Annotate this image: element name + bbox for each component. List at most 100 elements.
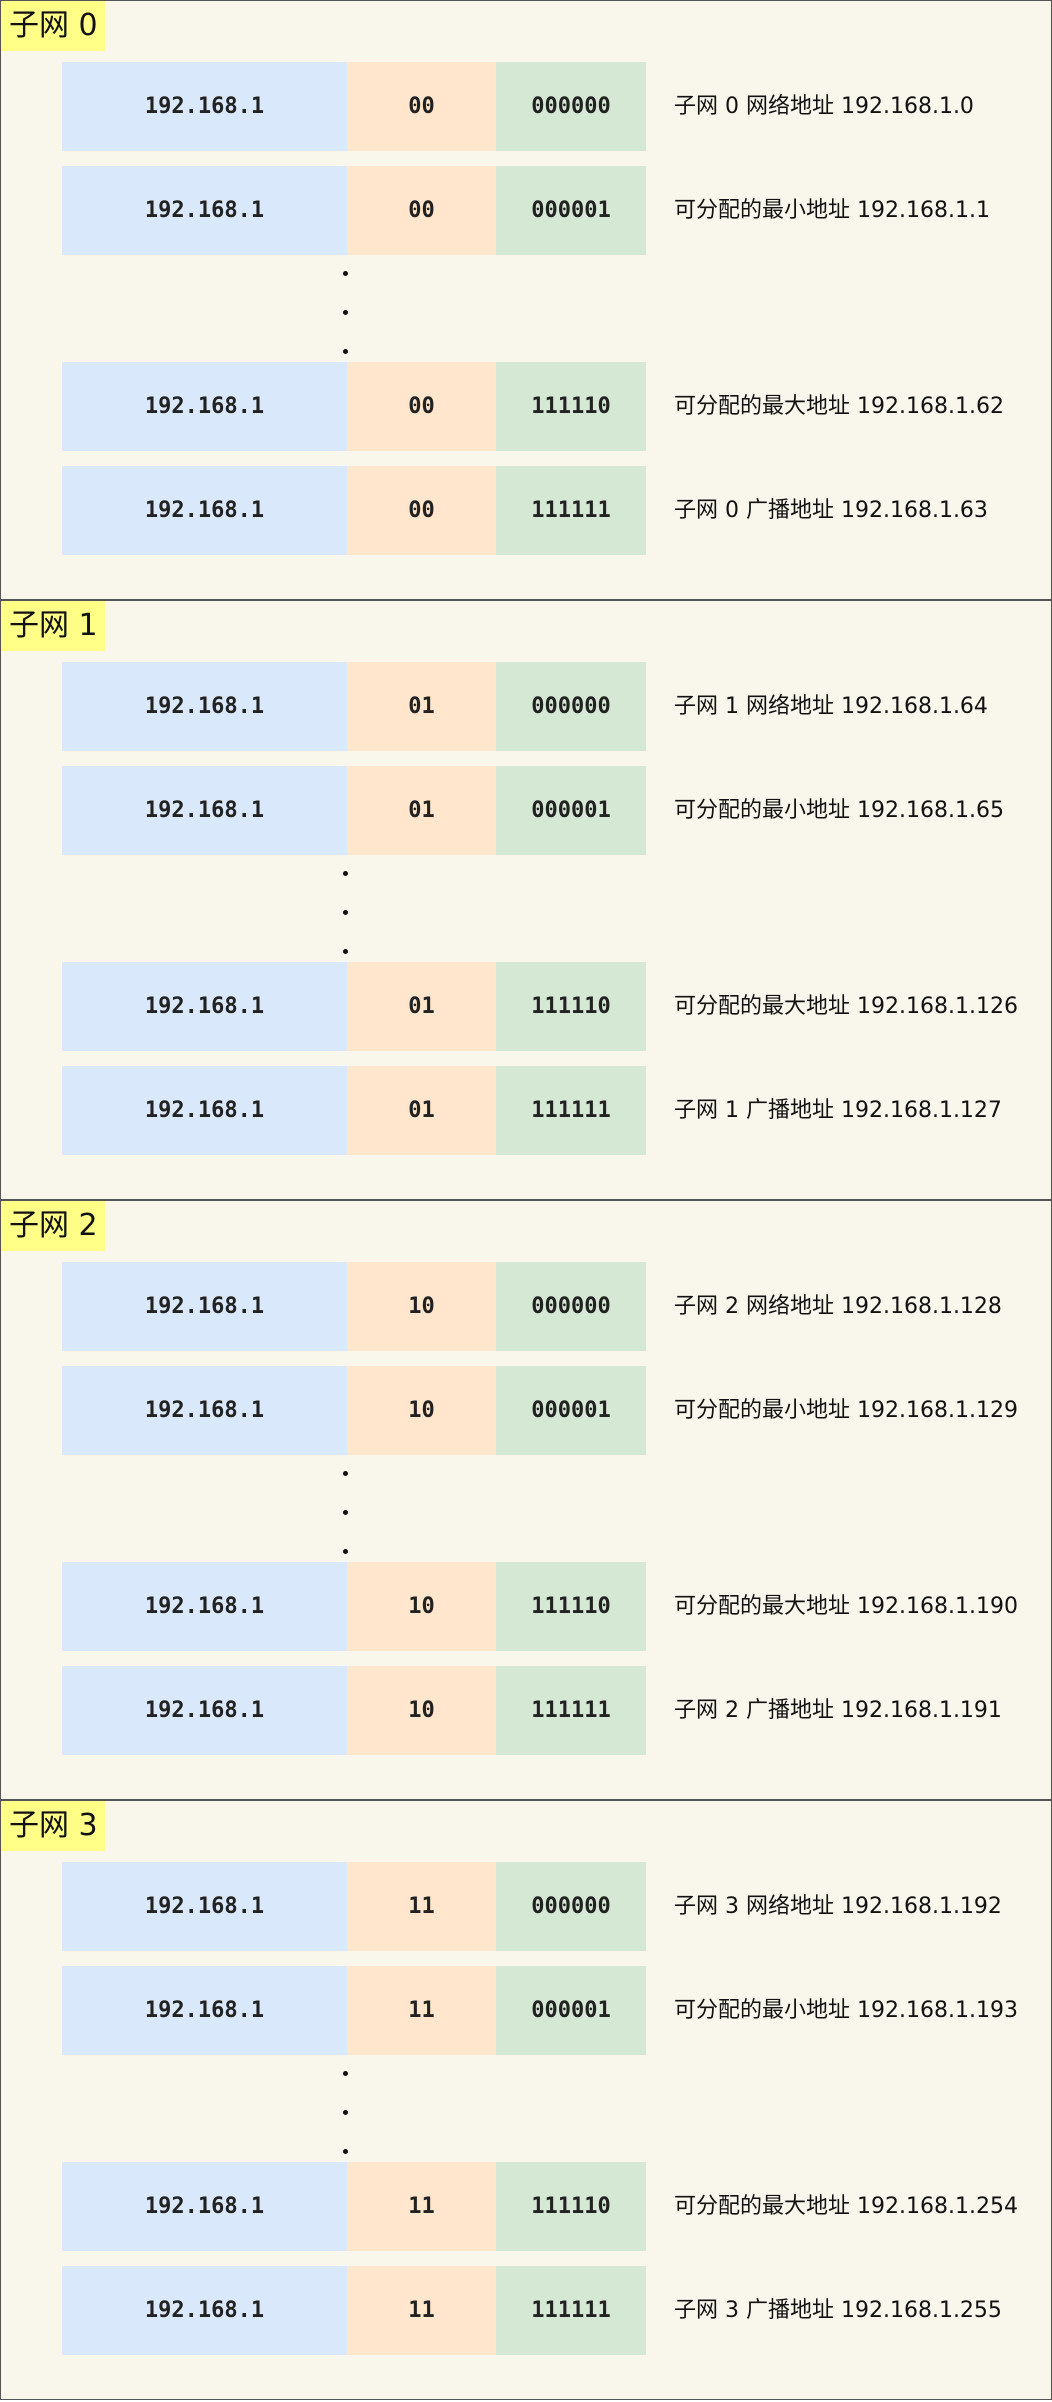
address-description: 子网 0 网络地址 192.168.1.0 [674,94,974,119]
network-bits: 192.168.1 [62,62,347,151]
host-bits: 111110 [496,362,646,451]
address-description: 可分配的最小地址 192.168.1.129 [674,1398,1018,1423]
network-bits: 192.168.1 [62,766,347,855]
network-bits: 192.168.1 [62,2162,347,2251]
ellipsis-dot [343,949,348,954]
subnet-bits: 01 [347,662,496,751]
network-bits: 192.168.1 [62,2266,347,2355]
network-bits: 192.168.1 [62,1066,347,1155]
address-row: 192.168.1 10 111111 子网 2 广播地址 192.168.1.191 [62,1666,1022,1755]
subnet-bits: 10 [347,1562,496,1651]
address-description: 子网 1 广播地址 192.168.1.127 [674,1098,1002,1123]
ellipsis-dot [343,271,348,276]
subnet-bits: 11 [347,2266,496,2355]
network-bits: 192.168.1 [62,962,347,1051]
network-bits: 192.168.1 [62,466,347,555]
address-row: 192.168.1 01 000001 可分配的最小地址 192.168.1.65 [62,766,1022,855]
address-row: 192.168.1 10 111110 可分配的最大地址 192.168.1.190 [62,1562,1022,1651]
host-bits: 111111 [496,466,646,555]
network-bits: 192.168.1 [62,1562,347,1651]
subnet-bits: 10 [347,1366,496,1455]
subnet-label: 子网 3 [1,1801,105,1851]
subnet-bits: 11 [347,2162,496,2251]
subnet-bits: 01 [347,766,496,855]
address-description: 子网 0 广播地址 192.168.1.63 [674,498,988,523]
subnet-bits: 00 [347,166,496,255]
subnet-bits: 11 [347,1966,496,2055]
subnet-section: 子网 0 192.168.1 00 000000 子网 0 网络地址 192.168.1… [0,0,1052,600]
network-bits: 192.168.1 [62,1262,347,1351]
subnet-bits: 01 [347,962,496,1051]
ellipsis-dot [343,349,348,354]
ellipsis-dot [343,310,348,315]
address-row: 192.168.1 11 000001 可分配的最小地址 192.168.1.193 [62,1966,1022,2055]
address-row: 192.168.1 00 000000 子网 0 网络地址 192.168.1.0 [62,62,1022,151]
host-bits: 000000 [496,62,646,151]
network-bits: 192.168.1 [62,362,347,451]
network-bits: 192.168.1 [62,662,347,751]
ellipsis-dot [343,2071,348,2076]
host-bits: 111111 [496,2266,646,2355]
address-row: 192.168.1 00 111111 子网 0 广播地址 192.168.1.63 [62,466,1022,555]
address-description: 可分配的最小地址 192.168.1.1 [674,198,990,223]
address-description: 可分配的最小地址 192.168.1.65 [674,798,1004,823]
address-row: 192.168.1 01 000000 子网 1 网络地址 192.168.1.64 [62,662,1022,751]
host-bits: 000000 [496,662,646,751]
address-row: 192.168.1 10 000000 子网 2 网络地址 192.168.1.128 [62,1262,1022,1351]
network-bits: 192.168.1 [62,1666,347,1755]
host-bits: 111110 [496,962,646,1051]
address-row: 192.168.1 01 111110 可分配的最大地址 192.168.1.126 [62,962,1022,1051]
host-bits: 111111 [496,1066,646,1155]
subnet-bits: 11 [347,1862,496,1951]
address-description: 子网 3 广播地址 192.168.1.255 [674,2298,1002,2323]
host-bits: 000001 [496,166,646,255]
address-row: 192.168.1 11 000000 子网 3 网络地址 192.168.1.192 [62,1862,1022,1951]
address-description: 可分配的最大地址 192.168.1.190 [674,1594,1018,1619]
ellipsis-dot [343,871,348,876]
network-bits: 192.168.1 [62,1862,347,1951]
address-row: 192.168.1 00 000001 可分配的最小地址 192.168.1.1 [62,166,1022,255]
address-row: 192.168.1 11 111111 子网 3 广播地址 192.168.1.255 [62,2266,1022,2355]
subnet-bits: 00 [347,62,496,151]
address-row: 192.168.1 01 111111 子网 1 广播地址 192.168.1.127 [62,1066,1022,1155]
address-row: 192.168.1 10 000001 可分配的最小地址 192.168.1.129 [62,1366,1022,1455]
subnet-bits: 01 [347,1066,496,1155]
host-bits: 111110 [496,1562,646,1651]
ellipsis-dot [343,910,348,915]
ellipsis-dot [343,1510,348,1515]
subnet-section: 子网 3 192.168.1 11 000000 子网 3 网络地址 192.168.1… [0,1800,1052,2400]
subnet-bits: 00 [347,362,496,451]
address-description: 可分配的最大地址 192.168.1.254 [674,2194,1018,2219]
address-description: 子网 3 网络地址 192.168.1.192 [674,1894,1002,1919]
host-bits: 111111 [496,1666,646,1755]
host-bits: 000001 [496,1366,646,1455]
address-description: 子网 2 网络地址 192.168.1.128 [674,1294,1002,1319]
address-description: 可分配的最大地址 192.168.1.126 [674,994,1018,1019]
host-bits: 000000 [496,1262,646,1351]
ellipsis-dot [343,1549,348,1554]
address-description: 可分配的最小地址 192.168.1.193 [674,1998,1018,2023]
host-bits: 000001 [496,1966,646,2055]
subnet-section: 子网 2 192.168.1 10 000000 子网 2 网络地址 192.168.1… [0,1200,1052,1800]
subnet-label: 子网 2 [1,1201,105,1251]
subnet-section: 子网 1 192.168.1 01 000000 子网 1 网络地址 192.168.1… [0,600,1052,1200]
subnet-label: 子网 0 [1,1,105,51]
subnet-bits: 10 [347,1262,496,1351]
host-bits: 000000 [496,1862,646,1951]
address-description: 可分配的最大地址 192.168.1.62 [674,394,1004,419]
subnet-bits: 00 [347,466,496,555]
address-description: 子网 2 广播地址 192.168.1.191 [674,1698,1002,1723]
network-bits: 192.168.1 [62,1966,347,2055]
host-bits: 111110 [496,2162,646,2251]
network-bits: 192.168.1 [62,166,347,255]
network-bits: 192.168.1 [62,1366,347,1455]
host-bits: 000001 [496,766,646,855]
subnet-label: 子网 1 [1,601,105,651]
subnet-bits: 10 [347,1666,496,1755]
ellipsis-dot [343,2149,348,2154]
ellipsis-dot [343,2110,348,2115]
address-row: 192.168.1 00 111110 可分配的最大地址 192.168.1.62 [62,362,1022,451]
address-description: 子网 1 网络地址 192.168.1.64 [674,694,988,719]
address-row: 192.168.1 11 111110 可分配的最大地址 192.168.1.254 [62,2162,1022,2251]
ellipsis-dot [343,1471,348,1476]
